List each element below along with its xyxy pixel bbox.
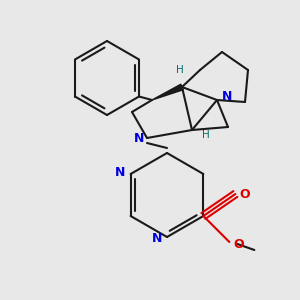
Text: H: H [176, 65, 184, 75]
Text: N: N [134, 131, 144, 145]
Text: H: H [202, 130, 210, 140]
Text: O: O [233, 238, 244, 251]
Text: N: N [222, 91, 232, 103]
Text: O: O [239, 188, 250, 200]
Text: N: N [152, 232, 162, 245]
Polygon shape [152, 84, 183, 100]
Text: N: N [115, 166, 126, 178]
